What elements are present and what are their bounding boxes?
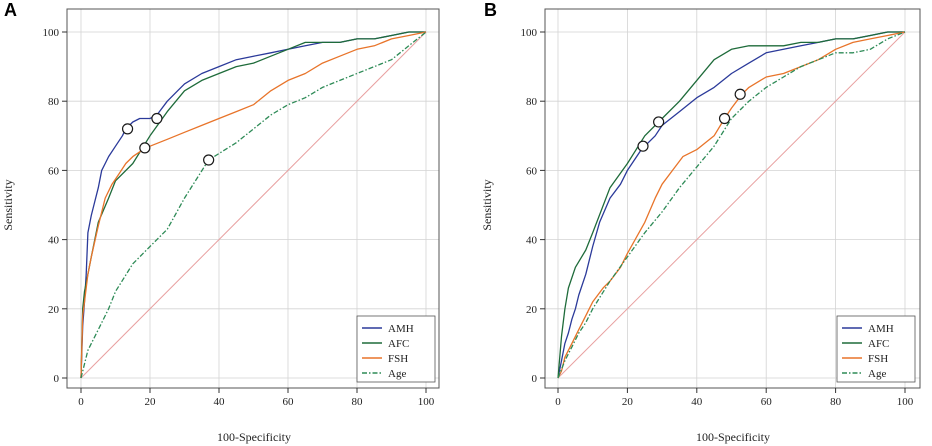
x-tick-label: 80 (352, 396, 364, 408)
series-line-age (557, 31, 906, 379)
y-tick-label: 20 (48, 304, 60, 316)
cutoff-marker-fsh (718, 112, 731, 125)
plot-frame (544, 8, 921, 389)
cutoff-marker-fsh (139, 142, 151, 154)
panel-a: A 0 20 40 60 80 100 0 20 40 60 80 100 100-Specifici… (1, 0, 440, 444)
x-tick-label: 20 (622, 396, 634, 408)
y-tick-label: 20 (526, 304, 538, 316)
legend-label-age: Age (388, 368, 406, 380)
x-tick-label: 0 (78, 396, 84, 408)
y-tick-label: 60 (48, 165, 60, 177)
x-axis-title: 100-Specificity (696, 430, 770, 444)
legend-label-fsh: FSH (388, 353, 408, 365)
legend-label-amh: AMH (388, 323, 414, 335)
y-axis-title: Sensitivity (480, 179, 494, 230)
cutoff-marker-age (734, 88, 746, 100)
cutoff-marker-amh (151, 112, 163, 125)
cutoff-marker-afc (653, 116, 665, 128)
legend-label-amh: AMH (868, 323, 894, 335)
reference-line (80, 31, 427, 379)
legend-box (356, 315, 436, 383)
x-tick-label: 80 (830, 396, 842, 408)
y-tick-label: 80 (48, 96, 60, 108)
panel-label: A (4, 0, 17, 20)
series-line-afc (557, 31, 905, 379)
legend-label-age: Age (868, 368, 886, 380)
legend-label-afc: AFC (388, 338, 409, 350)
y-tick-label: 100 (43, 27, 60, 39)
y-axis-title: Sensitivity (1, 179, 15, 230)
x-tick-label: 100 (897, 396, 914, 408)
x-tick-label: 0 (555, 396, 561, 408)
x-axis-title: 100-Specificity (217, 430, 291, 444)
cutoff-marker-amh (637, 140, 649, 152)
y-tick-label: 100 (521, 27, 538, 39)
series-line-fsh (80, 31, 427, 379)
series-line-fsh (557, 31, 906, 379)
y-tick-label: 0 (532, 373, 538, 385)
cutoff-marker-amh (121, 123, 134, 135)
x-tick-label: 40 (214, 396, 226, 408)
legend-label-fsh: FSH (868, 353, 888, 365)
legend-label-afc: AFC (868, 338, 889, 350)
x-tick-label: 60 (283, 396, 295, 408)
y-tick-label: 40 (526, 235, 538, 247)
x-tick-label: 20 (145, 396, 157, 408)
series-line-age (80, 31, 427, 379)
x-tick-label: 40 (691, 396, 703, 408)
y-tick-label: 60 (526, 165, 538, 177)
y-tick-label: 0 (54, 373, 60, 385)
legend: AMH AFC FSH Age (356, 315, 436, 383)
reference-line (557, 31, 906, 379)
legend-box (836, 315, 916, 383)
x-tick-label: 100 (418, 396, 435, 408)
plot-frame (66, 8, 440, 389)
series-line-afc (80, 31, 426, 379)
panel-label: B (484, 0, 497, 20)
y-tick-label: 80 (526, 96, 538, 108)
x-tick-label: 60 (761, 396, 773, 408)
cutoff-marker-age (203, 154, 215, 166)
y-tick-label: 40 (48, 235, 60, 247)
panel-b: B 0 20 40 60 80 100 0 20 40 60 80 100 100-Specifici… (480, 0, 921, 444)
legend: AMH AFC FSH Age (836, 315, 916, 383)
